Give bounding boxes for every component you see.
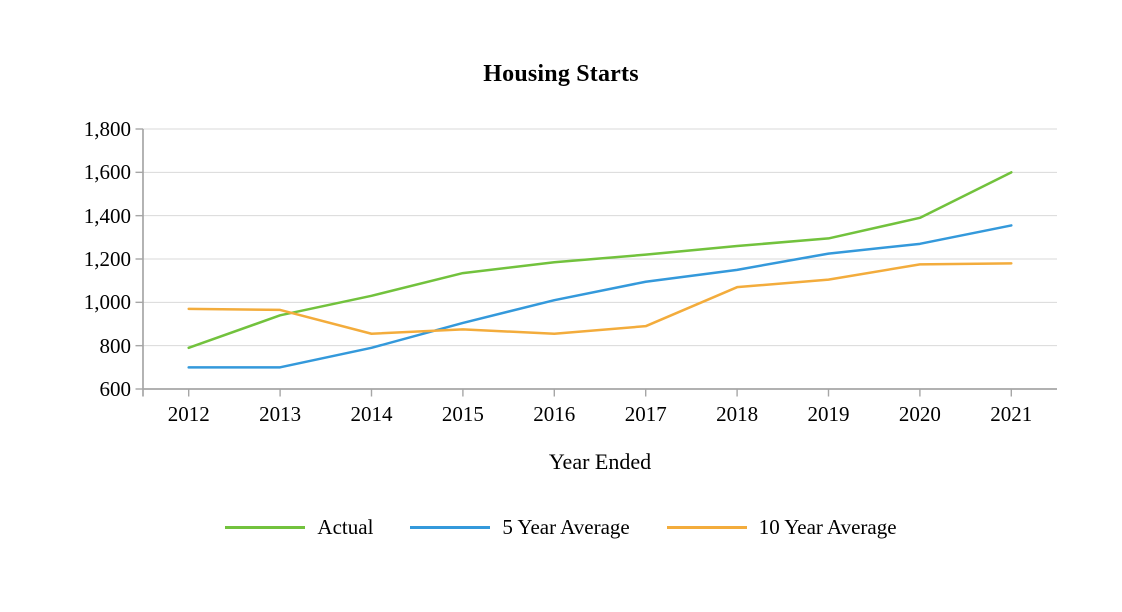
legend-line-swatch: [666, 525, 747, 529]
y-tick-label: 1,400: [83, 203, 131, 228]
x-tick-label: 2015: [441, 402, 484, 426]
y-tick-label: 1,800: [83, 117, 131, 141]
legend-label: Actual: [317, 515, 374, 539]
x-tick-label: 2018: [716, 402, 759, 426]
x-tick-label: 2016: [533, 402, 576, 426]
legend-item: 10 Year Average: [666, 514, 897, 540]
series-line-actual: [187, 171, 1013, 350]
legend-item: 5 Year Average: [410, 514, 630, 540]
series-line-10-year-average: [187, 262, 1013, 335]
x-axis-title: Year Ended: [548, 449, 652, 474]
y-tick-label: 800: [99, 333, 132, 358]
y-tick-label: 600: [99, 377, 132, 401]
x-tick-label: 2017: [624, 402, 667, 426]
chart-title: Housing Starts: [483, 61, 639, 87]
y-tick-label: 1,000: [83, 290, 131, 315]
legend-line-swatch: [410, 525, 491, 529]
x-tick-label: 2020: [898, 402, 941, 426]
legend: Actual 5 Year Average 10 Year Average: [0, 512, 1122, 542]
legend-item: Actual: [225, 514, 373, 540]
legend-line-swatch: [225, 525, 306, 529]
x-tick-label: 2019: [807, 402, 850, 426]
y-tick-label: 1,200: [83, 247, 131, 271]
x-tick-label: 2021: [990, 402, 1033, 426]
x-tick-label: 2013: [259, 402, 302, 426]
legend-label: 10 Year Average: [758, 515, 897, 539]
x-tick-label: 2012: [167, 402, 210, 426]
series-line-5-year-average: [187, 224, 1013, 369]
x-tick-label: 2014: [350, 402, 393, 426]
y-tick-label: 1,600: [83, 160, 131, 185]
legend-label: 5 Year Average: [502, 515, 630, 539]
